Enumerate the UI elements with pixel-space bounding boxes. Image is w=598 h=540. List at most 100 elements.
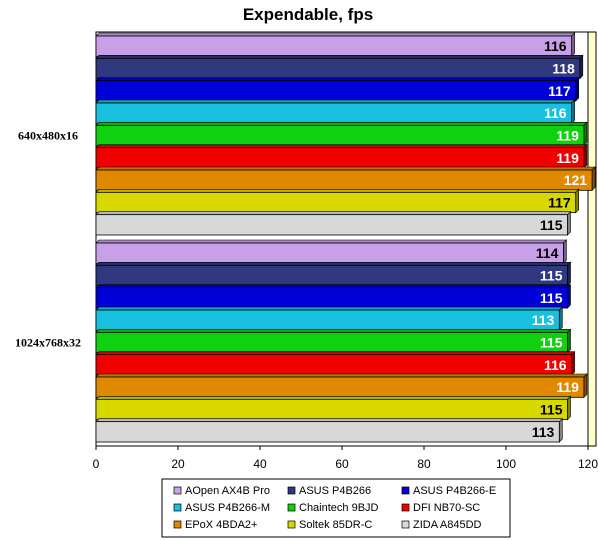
data-label: 114	[536, 245, 559, 261]
legend-swatch	[173, 520, 182, 529]
bar-front-face	[95, 421, 560, 443]
data-label: 117	[548, 83, 571, 99]
bar-front-face	[95, 309, 560, 331]
bar-front-face	[95, 331, 568, 354]
plot-area: 116 118 117 116 119 119 121 117 115 640x480x16 114…	[15, 31, 598, 471]
bar-side-face	[563, 239, 567, 265]
bar-0-8	[95, 210, 572, 236]
bar-0-6	[95, 166, 596, 192]
bar-side-face	[583, 143, 588, 169]
legend-label: ASUS P4B266-E	[413, 485, 496, 497]
bar-side-face	[571, 350, 575, 376]
bar-0-1	[95, 54, 584, 80]
legend-item: ASUS P4B266-M	[173, 502, 270, 514]
legend-item: EPoX 4BDA2+	[173, 519, 257, 531]
plot-border	[95, 31, 597, 447]
data-label: 119	[556, 150, 579, 166]
bar-1-8	[95, 417, 564, 443]
bar-front-face	[95, 147, 585, 169]
bar-1-0	[95, 239, 568, 265]
bar-front-face	[95, 35, 573, 57]
bar-front-face	[95, 242, 564, 264]
data-label: 113	[532, 424, 555, 440]
bar-front-face	[95, 102, 573, 124]
legend-item: ASUS P4B266-E	[401, 485, 496, 497]
legend-swatch	[173, 486, 182, 495]
legend-label: DFI NB70-SC	[413, 502, 480, 514]
legend-label: ASUS P4B266	[299, 485, 371, 497]
bar-top-face	[95, 189, 580, 193]
legend-swatch	[287, 503, 296, 512]
bar-1-1	[95, 261, 572, 287]
bar-1-4	[95, 328, 572, 354]
legend-label: Soltek 85DR-C	[299, 519, 372, 531]
legend-swatch	[401, 486, 410, 495]
bar-side-face	[567, 395, 571, 421]
bar-side-face	[558, 306, 563, 332]
bar-side-face	[575, 76, 580, 102]
legend-swatch	[173, 503, 182, 512]
legend-box	[161, 478, 511, 538]
legend-label: ASUS P4B266-M	[185, 502, 270, 514]
bar-side-face	[575, 188, 580, 214]
x-tick-label: 120	[578, 457, 598, 471]
bar-top-face	[95, 211, 572, 215]
bar-1-2	[95, 283, 572, 309]
bar-top-face	[95, 239, 568, 244]
bar-0-4	[95, 121, 588, 147]
data-label: 115	[540, 335, 563, 351]
legend-item: DFI NB70-SC	[401, 502, 480, 514]
bar-front-face	[95, 354, 573, 376]
bar-front-face	[95, 169, 593, 191]
data-label: 115	[540, 268, 563, 284]
x-tick-label: 20	[171, 457, 185, 471]
legend-item: ZIDA A845DD	[401, 519, 482, 531]
bar-top-face	[95, 144, 588, 148]
category-label: 640x480x16	[18, 129, 78, 143]
bar-side-face	[567, 210, 571, 236]
bar-front-face	[95, 80, 577, 102]
x-tick-label: 80	[417, 457, 431, 471]
category-label: 1024x768x32	[15, 336, 81, 350]
bar-top-face	[95, 55, 584, 59]
bar-front-face	[95, 214, 568, 236]
bar-top-face	[95, 329, 572, 333]
plot-overflow-zone	[588, 32, 596, 446]
bar-front-face	[95, 57, 581, 80]
data-label: 116	[544, 105, 567, 121]
bar-side-face	[591, 166, 596, 192]
legend-item: Chaintech 9BJD	[287, 502, 379, 514]
x-tick-label: 40	[253, 457, 267, 471]
bar-top-face	[95, 32, 576, 37]
data-label: 115	[540, 290, 563, 306]
bar-0-5	[95, 143, 588, 169]
bar-side-face	[567, 328, 571, 354]
legend-label: AOpen AX4B Pro	[185, 485, 270, 497]
legend-label: ZIDA A845DD	[413, 519, 482, 531]
data-label: 117	[548, 195, 571, 211]
bar-side-face	[567, 261, 571, 287]
bar-front-face	[95, 376, 585, 398]
data-label: 118	[552, 61, 575, 77]
legend-item: ASUS P4B266	[287, 485, 371, 497]
bar-top-face	[95, 396, 572, 400]
data-label: 121	[564, 172, 588, 188]
data-label: 116	[544, 357, 567, 373]
bar-1-6	[95, 373, 588, 399]
bar-top-face	[95, 306, 564, 311]
bar-0-3	[95, 99, 576, 125]
bar-side-face	[571, 99, 575, 125]
bar-1-7	[95, 395, 572, 421]
data-label: 119	[556, 379, 579, 395]
bar-0-0	[95, 32, 576, 58]
legend-swatch	[401, 520, 410, 529]
bar-side-face	[567, 283, 571, 309]
bar-top-face	[95, 284, 572, 288]
data-label: 115	[540, 402, 563, 418]
bar-top-face	[95, 373, 588, 378]
legend-swatch	[287, 486, 296, 495]
legend-swatch	[401, 503, 410, 512]
x-tick-label: 60	[335, 457, 349, 471]
x-tick-label: 100	[496, 457, 516, 471]
